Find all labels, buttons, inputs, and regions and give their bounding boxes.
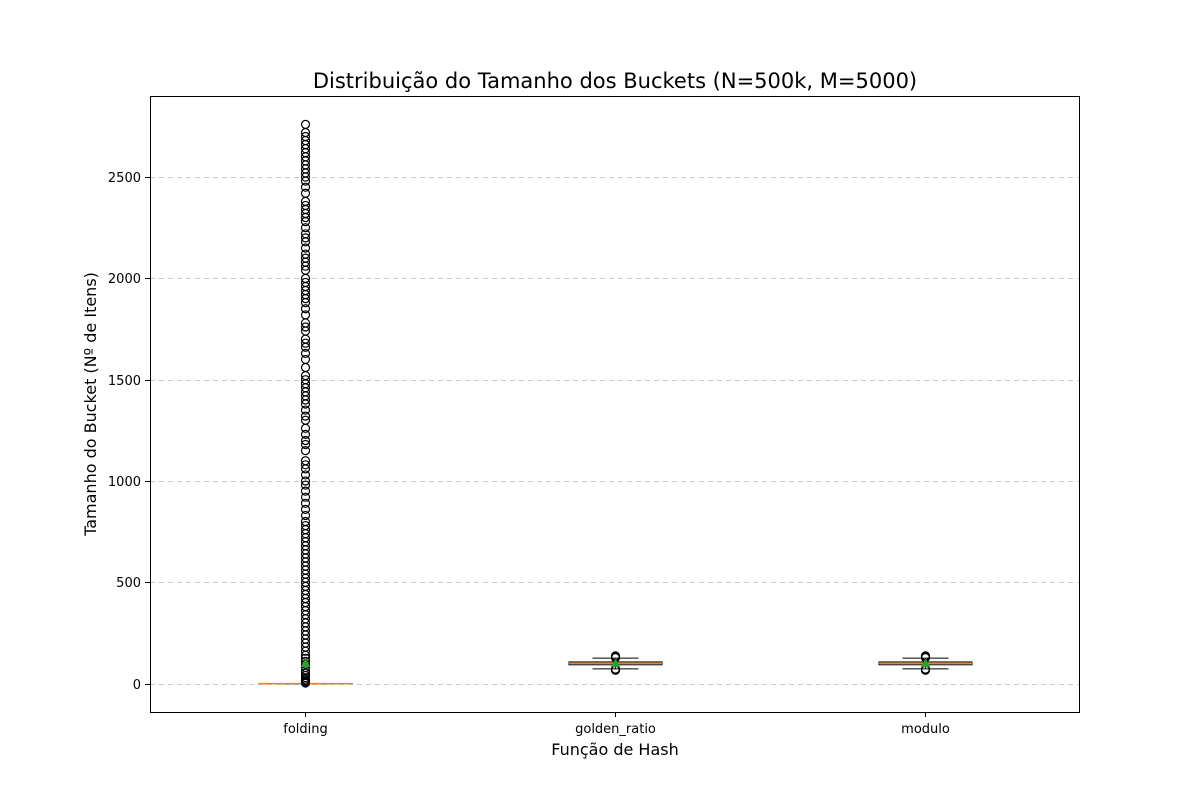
outlier-point — [300, 498, 311, 508]
outlier-point — [300, 668, 311, 678]
outlier-point — [300, 243, 311, 253]
outlier-point — [300, 423, 311, 433]
outlier-point — [300, 415, 311, 425]
outlier-point — [300, 476, 311, 486]
x-tick-label: folding — [283, 722, 328, 737]
y-tick-label: 1500 — [108, 374, 141, 389]
outlier-point — [300, 249, 311, 259]
outlier-point — [300, 310, 311, 320]
outlier-point — [300, 411, 311, 421]
outlier-point — [300, 510, 311, 521]
y-tick-label: 500 — [116, 576, 141, 591]
grid-lines — [150, 177, 1080, 685]
outlier-point — [300, 338, 311, 348]
outlier-point — [300, 131, 311, 142]
outlier-point — [300, 229, 311, 239]
x-tick-label: modulo — [901, 722, 950, 737]
box-group-modulo — [878, 651, 973, 675]
outlier-point — [300, 322, 311, 332]
box-group-golden_ratio — [568, 651, 663, 675]
chart-title: Distribuição do Tamanho dos Buckets (N=5… — [313, 69, 917, 93]
y-axis-title: Tamanho do Bucket (Nº de Itens) — [81, 272, 100, 537]
box-plot-marks — [258, 119, 973, 688]
outlier-point — [300, 439, 311, 450]
outlier-point — [300, 470, 311, 480]
outlier-point — [300, 304, 311, 314]
outlier-point — [300, 480, 311, 490]
plot-area-frame — [150, 96, 1080, 713]
outlier-point — [300, 233, 311, 243]
outlier-point — [300, 520, 311, 531]
outlier-point — [300, 277, 311, 288]
y-tick-label: 1000 — [108, 475, 141, 490]
outlier-point — [300, 348, 311, 358]
x-tick-label: golden_ratio — [575, 722, 656, 737]
outlier-point — [300, 486, 311, 496]
outlier-point — [300, 354, 311, 365]
outlier-point — [300, 492, 311, 502]
outlier-point — [300, 223, 311, 233]
x-axis-title: Função de Hash — [551, 740, 678, 759]
y-tick-label: 0 — [133, 678, 141, 693]
x-axis: folding golden_ratio modulo — [283, 712, 950, 737]
outlier-point — [300, 200, 311, 211]
outlier-point — [300, 188, 311, 198]
mean-marker — [920, 658, 931, 668]
outlier-point — [300, 253, 311, 263]
outlier-point — [300, 362, 311, 373]
outlier-point — [300, 456, 311, 466]
mean-marker — [610, 658, 621, 668]
box-group-folding — [258, 119, 353, 688]
outlier-point — [300, 119, 311, 129]
outlier-point — [300, 435, 311, 446]
outlier-point — [300, 516, 311, 527]
mean-marker — [300, 658, 311, 668]
outlier-point — [300, 429, 311, 439]
outlier-point — [300, 446, 311, 456]
y-axis: 0 500 1000 1500 2000 2500 — [108, 171, 150, 693]
y-tick-label: 2000 — [108, 272, 141, 287]
outlier-point — [300, 405, 311, 415]
y-tick-label: 2500 — [108, 171, 141, 186]
outlier-point — [300, 375, 311, 385]
outlier-point — [300, 182, 311, 192]
outlier-point — [300, 460, 311, 470]
outlier-point — [300, 504, 311, 514]
